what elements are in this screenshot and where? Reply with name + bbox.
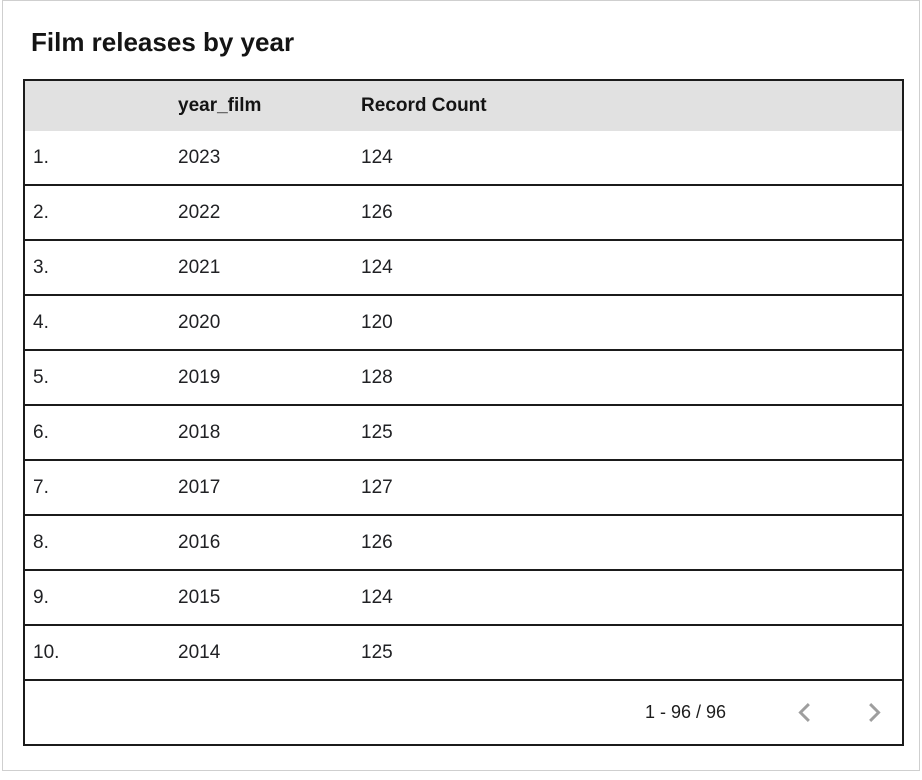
table-row: 6. 2018 125 <box>25 406 902 461</box>
row-number-cell: 10. <box>33 641 60 663</box>
year-film-cell: 2023 <box>178 146 221 168</box>
record-count-cell: 120 <box>361 311 393 333</box>
row-number-cell: 7. <box>33 476 49 498</box>
year-film-cell: 2022 <box>178 201 221 223</box>
table-row: 1. 2023 124 <box>25 131 902 186</box>
table-row: 8. 2016 126 <box>25 516 902 571</box>
table-body: 1. 2023 124 2. 2022 126 3. 2021 124 4. 2… <box>25 131 902 681</box>
chart-title: Film releases by year <box>31 27 295 57</box>
year-film-cell: 2020 <box>178 311 221 333</box>
table-row: 4. 2020 120 <box>25 296 902 351</box>
column-header-record-count[interactable]: Record Count <box>361 95 487 116</box>
record-count-cell: 127 <box>361 476 393 498</box>
pagination-range-label: 1 - 96 / 96 <box>644 702 726 722</box>
row-number-cell: 8. <box>33 531 49 553</box>
table-row: 10. 2014 125 <box>25 626 902 681</box>
row-number-cell: 6. <box>33 421 49 443</box>
row-number-cell: 4. <box>33 311 49 333</box>
column-header-year-film[interactable]: year_film <box>178 95 262 116</box>
chevron-left-icon <box>792 699 819 726</box>
row-number-cell: 5. <box>33 366 49 388</box>
record-count-cell: 124 <box>361 146 393 168</box>
table-row: 7. 2017 127 <box>25 461 902 516</box>
year-film-cell: 2016 <box>178 531 221 553</box>
row-number-cell: 1. <box>33 146 49 168</box>
table-footer: 1 - 96 / 96 <box>25 681 902 744</box>
record-count-cell: 125 <box>361 421 393 443</box>
chevron-right-icon <box>860 699 887 726</box>
table-row: 9. 2015 124 <box>25 571 902 626</box>
record-count-cell: 125 <box>361 641 393 663</box>
year-film-cell: 2014 <box>178 641 221 663</box>
record-count-cell: 128 <box>361 366 393 388</box>
data-table: year_film Record Count 1. 2023 124 2. 20… <box>23 79 904 746</box>
table-row: 2. 2022 126 <box>25 186 902 241</box>
record-count-cell: 126 <box>361 531 393 553</box>
year-film-cell: 2019 <box>178 366 221 388</box>
year-film-cell: 2017 <box>178 476 221 498</box>
table-row: 3. 2021 124 <box>25 241 902 296</box>
year-film-cell: 2021 <box>178 256 221 278</box>
prev-page-button[interactable] <box>788 696 822 730</box>
row-number-cell: 9. <box>33 586 49 608</box>
table-header-row: year_film Record Count <box>25 81 902 131</box>
row-number-cell: 2. <box>33 201 49 223</box>
record-count-cell: 124 <box>361 586 393 608</box>
table-row: 5. 2019 128 <box>25 351 902 406</box>
year-film-cell: 2015 <box>178 586 221 608</box>
record-count-cell: 126 <box>361 201 393 223</box>
row-number-cell: 3. <box>33 256 49 278</box>
record-count-cell: 124 <box>361 256 393 278</box>
year-film-cell: 2018 <box>178 421 221 443</box>
next-page-button[interactable] <box>856 696 890 730</box>
